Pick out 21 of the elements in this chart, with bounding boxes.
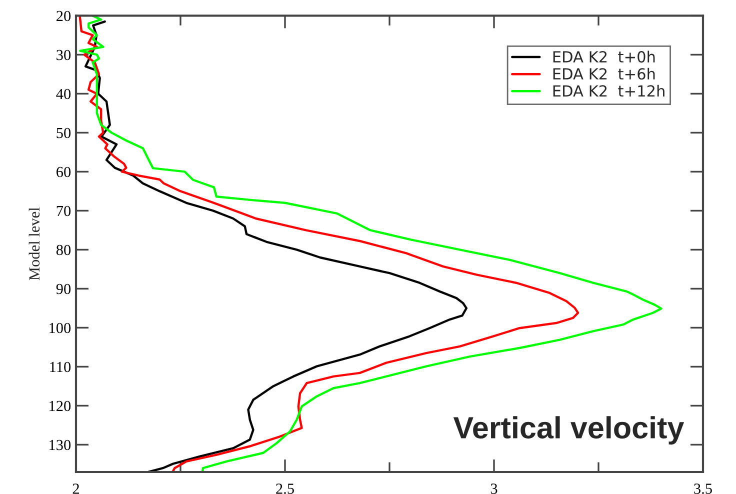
y-tick-label: 40 [56, 88, 71, 100]
x-tick-label: 2.5 [276, 484, 294, 494]
annotation: Vertical velocity [453, 416, 684, 445]
y-tick-label: 70 [56, 206, 71, 216]
y-tick-label: 80 [56, 244, 71, 256]
y-axis-title: Model level [28, 207, 40, 280]
legend-label: EDA K2 t+12h [553, 84, 664, 96]
x-tick-label: 3 [490, 484, 498, 494]
y-tick-label: 90 [56, 284, 71, 294]
x-tick-label: 3.5 [694, 484, 712, 494]
y-tick-label: 120 [50, 400, 71, 412]
y-tick-label: 100 [50, 322, 71, 334]
y-tick-label: 20 [56, 10, 71, 22]
x-tick-label: 2 [72, 484, 79, 494]
y-tick-label: 50 [56, 128, 71, 138]
y-tick-label: 30 [56, 50, 71, 60]
y-tick-label: 110 [50, 362, 71, 372]
legend-label: EDA K2 t+6h [553, 68, 655, 80]
y-tick-label: 130 [50, 440, 71, 450]
legend-label: EDA K2 t+0h [553, 50, 655, 63]
y-tick-label: 60 [56, 166, 71, 178]
